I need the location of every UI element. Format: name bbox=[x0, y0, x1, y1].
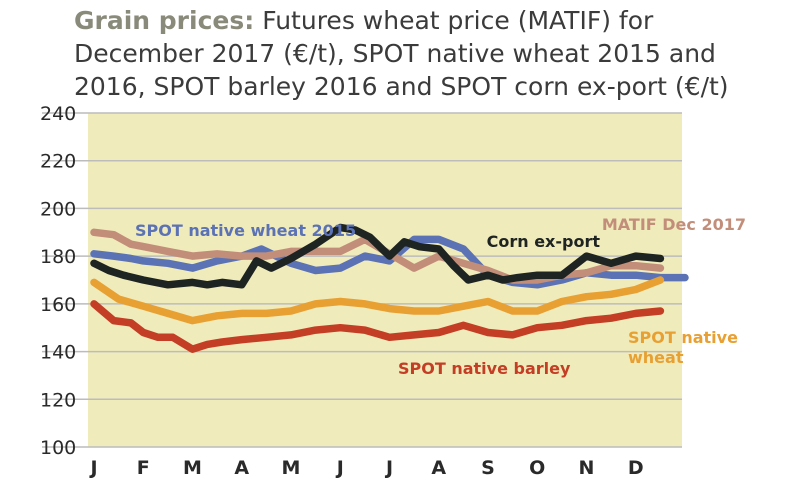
y-tick-label: 180 bbox=[40, 246, 76, 268]
x-tick-label: M bbox=[282, 457, 301, 479]
x-tick-label: A bbox=[234, 457, 249, 479]
series-label: SPOT native barley bbox=[398, 359, 571, 378]
y-tick-label: 240 bbox=[40, 103, 76, 125]
y-tick-label: 220 bbox=[40, 151, 76, 173]
y-tick-label: 120 bbox=[40, 389, 76, 411]
series-line-3 bbox=[90, 276, 665, 325]
y-tick-label: 100 bbox=[40, 437, 76, 459]
chart-title-lead: Grain prices: bbox=[74, 6, 255, 35]
series-label: Corn ex-port bbox=[487, 232, 601, 251]
x-tick-label: N bbox=[579, 457, 595, 479]
series-label: SPOT native bbox=[628, 328, 738, 347]
x-tick-label: J bbox=[335, 457, 344, 479]
x-tick-label: F bbox=[137, 457, 150, 479]
x-tick-label: M bbox=[183, 457, 202, 479]
x-tick-label: D bbox=[628, 457, 644, 479]
x-tick-label: S bbox=[481, 457, 495, 479]
series-label: SPOT native wheat 2015 bbox=[135, 221, 356, 240]
x-tick-label: J bbox=[384, 457, 393, 479]
y-tick-label: 140 bbox=[40, 342, 76, 364]
series-label: MATIF Dec 2017 bbox=[602, 215, 746, 234]
chart-title-text: Futures wheat price (MATIF) for December… bbox=[74, 6, 729, 101]
chart-title: Grain prices: Futures wheat price (MATIF… bbox=[74, 4, 774, 103]
series-line-2 bbox=[90, 223, 665, 289]
y-tick-label: 160 bbox=[40, 294, 76, 316]
y-tick-label: 200 bbox=[40, 198, 76, 220]
series-label: wheat bbox=[628, 348, 684, 367]
series-line-4 bbox=[90, 300, 665, 353]
plot-background bbox=[88, 113, 682, 447]
x-tick-label: J bbox=[88, 457, 97, 479]
x-tick-label: A bbox=[431, 457, 446, 479]
x-tick-label: O bbox=[529, 457, 545, 479]
